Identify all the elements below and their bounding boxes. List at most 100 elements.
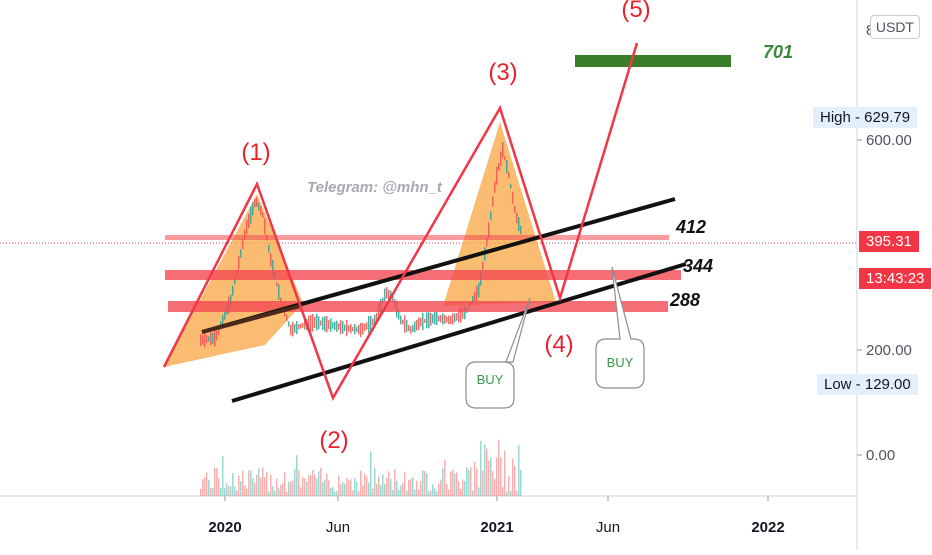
volume-bar — [262, 467, 264, 496]
candle — [372, 318, 374, 326]
candle — [310, 314, 312, 332]
volume-bar — [248, 470, 250, 496]
time-label: 2022 — [751, 519, 784, 536]
candle — [462, 308, 464, 319]
wave-zone-1 — [164, 194, 303, 367]
volume-bar — [252, 478, 254, 496]
volume-bar — [460, 489, 462, 496]
candle — [398, 309, 400, 320]
volume-bar — [514, 465, 516, 496]
wave-label-5: (5) — [621, 0, 650, 23]
wave-label-3: (3) — [488, 59, 517, 86]
candle — [434, 312, 436, 325]
volume-bar — [428, 491, 430, 496]
volume-bar — [418, 489, 420, 496]
candle — [500, 151, 502, 166]
candle — [420, 317, 422, 327]
volume-bar — [446, 483, 448, 496]
candle — [302, 323, 304, 328]
volume-bar — [244, 485, 246, 496]
volume-bar — [394, 468, 396, 496]
volume-bar — [290, 481, 292, 496]
volume-bar — [378, 476, 380, 496]
candle — [486, 237, 488, 247]
volume-bar — [512, 458, 514, 496]
volume-bar — [386, 477, 388, 496]
volume-bar — [442, 468, 444, 496]
buy-callout-2: BUY — [595, 266, 645, 389]
volume-bar — [508, 475, 510, 496]
volume-bar — [496, 457, 498, 496]
volume-bar — [268, 491, 270, 496]
volume-bars — [200, 439, 522, 496]
candle — [456, 313, 458, 321]
trend-line-brown — [201, 304, 301, 334]
volume-bar — [302, 476, 304, 496]
candle — [208, 336, 210, 342]
volume-bar — [362, 485, 364, 496]
candle — [342, 321, 344, 334]
candle — [400, 315, 402, 325]
volume-bar — [274, 491, 276, 496]
level-label-412: 412 — [675, 217, 706, 237]
candle — [424, 318, 426, 323]
candle — [340, 319, 342, 335]
candle — [494, 181, 496, 193]
currency-selector[interactable]: USDT — [869, 15, 920, 39]
candle — [278, 284, 280, 300]
volume-bar — [294, 468, 296, 496]
buy-callout-1: BUY — [465, 297, 531, 409]
volume-bar — [200, 489, 202, 496]
candle — [200, 334, 202, 346]
candle — [204, 331, 206, 348]
wave-label-1: (1) — [241, 139, 270, 166]
volume-bar — [480, 440, 482, 496]
candle — [388, 289, 390, 300]
candle — [346, 319, 348, 337]
volume-bar — [218, 478, 220, 496]
candle — [448, 315, 450, 325]
candle — [418, 317, 420, 330]
candle — [354, 324, 356, 335]
volume-bar — [326, 473, 328, 496]
volume-bar — [316, 478, 318, 496]
volume-bar — [258, 468, 260, 496]
volume-bar — [414, 489, 416, 496]
candle — [374, 314, 376, 327]
trend-line-lower — [231, 262, 687, 403]
candle — [222, 315, 224, 326]
candle — [330, 318, 332, 332]
candle — [232, 285, 234, 296]
volume-bar — [500, 457, 502, 496]
volume-bar — [282, 483, 284, 496]
candle — [432, 314, 434, 324]
candle — [474, 291, 476, 302]
volume-bar — [264, 477, 266, 496]
volume-bar — [504, 450, 506, 496]
volume-bar — [368, 482, 370, 496]
candle — [254, 198, 256, 208]
volume-bar — [402, 483, 404, 496]
candle — [408, 324, 410, 332]
volume-bar — [354, 478, 356, 496]
time-label: Jun — [596, 519, 620, 536]
volume-bar — [356, 481, 358, 496]
candle — [382, 297, 384, 304]
candle — [478, 282, 480, 298]
volume-bar — [372, 488, 374, 496]
volume-bar — [366, 476, 368, 496]
volume-bar — [260, 477, 262, 496]
candle — [498, 163, 500, 171]
candle — [316, 313, 318, 331]
candle — [308, 315, 310, 333]
volume-bar — [216, 468, 218, 496]
volume-bar — [328, 480, 330, 496]
wave-zone-3 — [443, 122, 556, 306]
candle — [240, 249, 242, 258]
candle — [510, 184, 512, 189]
candle — [458, 309, 460, 323]
volume-bar — [416, 480, 418, 496]
price-tick: 600.00 — [866, 132, 912, 149]
